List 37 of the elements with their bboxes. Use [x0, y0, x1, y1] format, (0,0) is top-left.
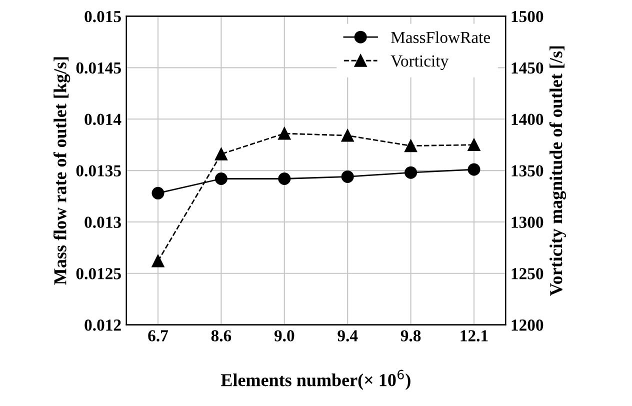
y2-tick-label: 1200: [512, 320, 544, 331]
x-axis-title: Elements number(× 10$^{6}$): [220, 370, 410, 390]
point: [341, 129, 354, 142]
x-tick-label: 9.0: [274, 330, 294, 342]
y2-tick-label: 1250: [512, 268, 544, 280]
y-axis-title: Mass flow rate of outlet [kg/s]: [53, 57, 70, 285]
y-tick-label: 0.0135: [76, 165, 121, 177]
y2-axis-title: Vorticity magnitude of outlet [/s]: [549, 46, 566, 296]
point: [278, 127, 291, 140]
y-tick-label: 0.012: [84, 320, 121, 331]
x-tick-label: 9.8: [400, 330, 421, 342]
y-tick-label: 0.014: [84, 114, 122, 126]
y2-tick-label: 1450: [512, 62, 544, 74]
point: [152, 186, 164, 200]
point: [468, 163, 480, 176]
legend-label: Vorticity: [390, 55, 449, 70]
x-tick-label: 9.4: [338, 330, 358, 342]
y-tick-label: 0.015: [84, 10, 121, 22]
y2-tick-label: 1300: [512, 216, 544, 228]
legend-label: MassFlowRate: [391, 31, 490, 44]
x-tick-label: 6.7: [148, 330, 168, 342]
point: [341, 170, 354, 183]
x-tick-label: 8.6: [211, 330, 232, 342]
point: [468, 138, 480, 152]
y-tick-label: 0.0145: [76, 62, 121, 74]
point: [404, 140, 418, 152]
point: [214, 172, 228, 185]
y2-tick-label: 1400: [512, 114, 544, 126]
y2-tick-label: 1350: [512, 165, 544, 176]
point: [278, 172, 291, 185]
x-tick-label: 12.1: [460, 330, 488, 342]
y-tick-label: 0.0125: [76, 268, 121, 280]
point: [152, 254, 164, 268]
point: [404, 166, 418, 179]
y2-tick-label: 1500: [512, 10, 544, 22]
y-tick-label: 0.013: [84, 216, 121, 228]
point: [214, 148, 228, 160]
